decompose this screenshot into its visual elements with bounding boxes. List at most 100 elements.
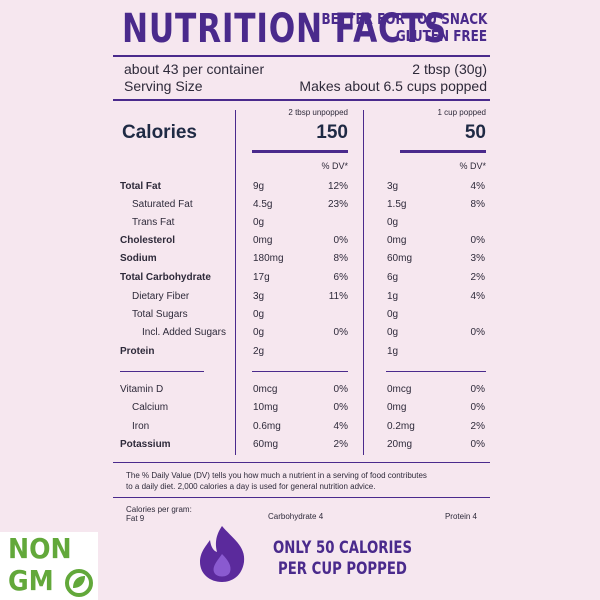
cal-per-gram: Fat 9 <box>126 514 145 523</box>
nutrient-name: Total Sugars <box>132 309 188 320</box>
daily-value: 6% <box>333 272 348 283</box>
amount: 2g <box>253 346 265 357</box>
amount: 0g <box>253 217 265 228</box>
daily-value: 0% <box>333 384 348 395</box>
column-rule <box>363 110 364 455</box>
amount: 0mcg <box>387 384 412 395</box>
serving-popped: Makes about 6.5 cups popped <box>299 78 487 94</box>
column-rule <box>235 110 236 455</box>
daily-value: 2% <box>333 439 348 450</box>
amount: 20mg <box>387 439 413 450</box>
amount: 0g <box>387 309 399 320</box>
footnote: to a daily diet. 2,000 calories a day is… <box>126 482 376 491</box>
flame-icon <box>200 526 245 582</box>
calories-value: 150 <box>316 122 348 143</box>
non-gmo-badge: NON GM <box>0 532 98 600</box>
amount: 0g <box>387 217 399 228</box>
calories-label: Calories <box>122 122 197 143</box>
rule <box>113 462 490 463</box>
daily-value: 0% <box>333 402 348 413</box>
amount: 0g <box>387 327 399 338</box>
amount: 0mg <box>253 235 273 246</box>
nutrient-name: Incl. Added Sugars <box>142 327 226 338</box>
daily-value: 23% <box>327 199 348 210</box>
nutrient-name: Sodium <box>120 253 157 264</box>
title: NUTRITION FACTS <box>122 6 447 52</box>
daily-value: 8% <box>333 253 348 264</box>
column-header: 1 cup popped <box>437 108 487 117</box>
rule <box>113 497 490 498</box>
nutrient-name: Total Carbohydrate <box>120 272 211 283</box>
amount: 0.2mg <box>387 421 415 432</box>
amount: 1g <box>387 346 399 357</box>
daily-value: 0% <box>470 402 485 413</box>
footnote: The % Daily Value (DV) tells you how muc… <box>126 471 427 480</box>
nutrient-name: Cholesterol <box>120 235 176 246</box>
amount: 4.5g <box>253 199 273 210</box>
promo-text: PER CUP POPPED <box>278 559 407 579</box>
rule <box>120 371 204 372</box>
badge-text: NON <box>8 532 72 565</box>
rule <box>400 150 486 153</box>
daily-value: 3% <box>470 253 485 264</box>
daily-value: 11% <box>328 291 348 302</box>
rule <box>252 371 348 372</box>
amount: 0mcg <box>253 384 278 395</box>
nutrient-name: Vitamin D <box>120 384 164 395</box>
amount: 9g <box>253 181 265 192</box>
dv-header: % DV* <box>321 161 348 171</box>
amount: 6g <box>387 272 399 283</box>
tagline: GLUTEN FREE <box>395 27 487 45</box>
promo-text: ONLY 50 CALORIES <box>273 538 413 558</box>
daily-value: 0% <box>333 235 348 246</box>
serving-label: Serving Size <box>124 78 203 94</box>
dv-header: % DV* <box>459 161 486 171</box>
cal-per-gram: Carbohydrate 4 <box>268 512 324 521</box>
daily-value: 2% <box>470 272 485 283</box>
rule <box>113 55 490 57</box>
tagline: BETTER FOR YOU SNACK <box>321 10 487 28</box>
nutrient-name: Saturated Fat <box>132 199 193 210</box>
amount: 1g <box>387 291 399 302</box>
nutrient-name: Protein <box>120 346 155 357</box>
daily-value: 4% <box>333 421 348 432</box>
cal-per-gram: Protein 4 <box>444 512 477 521</box>
rule <box>113 99 490 101</box>
badge-text: GM <box>8 564 54 597</box>
amount: 0g <box>253 327 265 338</box>
amount: 1.5g <box>387 199 407 210</box>
amount: 17g <box>253 272 270 283</box>
daily-value: 0% <box>470 439 485 450</box>
amount: 3g <box>253 291 265 302</box>
leaf-icon <box>65 569 93 597</box>
column-header: 2 tbsp unpopped <box>288 108 348 117</box>
rule <box>252 150 348 153</box>
nutrient-name: Iron <box>132 421 150 432</box>
nutrient-name: Potassium <box>120 439 171 450</box>
daily-value: 0% <box>470 384 485 395</box>
amount: 180mg <box>253 253 284 264</box>
daily-value: 0% <box>470 235 485 246</box>
amount: 0.6mg <box>253 421 281 432</box>
servings: about 43 per container <box>124 61 265 77</box>
daily-value: 8% <box>470 199 485 210</box>
daily-value: 2% <box>470 421 485 432</box>
nutrient-name: Dietary Fiber <box>132 291 190 302</box>
cal-per-gram: Calories per gram: <box>126 505 192 514</box>
amount: 0mg <box>387 235 407 246</box>
daily-value: 4% <box>470 291 485 302</box>
daily-value: 12% <box>327 181 348 192</box>
amount: 0mg <box>387 402 407 413</box>
amount: 3g <box>387 181 399 192</box>
rule <box>386 371 486 372</box>
amount: 60mg <box>253 439 279 450</box>
daily-value: 0% <box>470 327 485 338</box>
amount: 10mg <box>253 402 279 413</box>
calories-value: 50 <box>464 122 486 143</box>
nutrient-name: Trans Fat <box>132 217 175 228</box>
daily-value: 0% <box>333 327 348 338</box>
nutrient-name: Total Fat <box>120 181 161 192</box>
daily-value: 4% <box>470 181 485 192</box>
amount: 0g <box>253 309 265 320</box>
amount: 60mg <box>387 253 413 264</box>
